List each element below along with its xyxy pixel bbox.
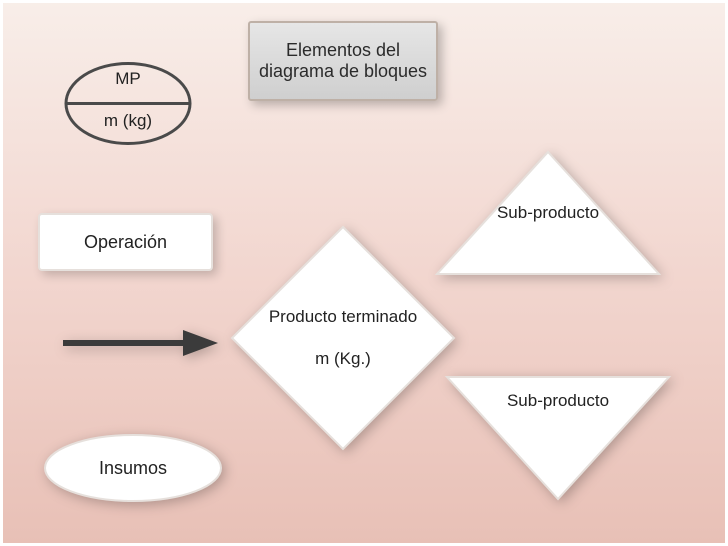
operacion-box: Operación	[38, 213, 213, 271]
insumos-label: Insumos	[43, 433, 223, 503]
producto-diamond: Producto terminado m (Kg.)	[228, 223, 458, 453]
diamond-line1: Producto terminado	[269, 306, 417, 328]
subproducto-triangle-down: Sub-producto	[443, 373, 673, 503]
insumos-ellipse: Insumos	[43, 433, 223, 503]
diamond-line2: m (Kg.)	[315, 348, 371, 370]
triangle-down-label: Sub-producto	[443, 391, 673, 411]
title-box: Elementos del diagrama de bloques	[248, 21, 438, 101]
mp-ellipse: MP m (kg)	[63, 61, 193, 146]
subproducto-triangle-up: Sub-producto	[433, 148, 663, 278]
mp-bottom-label: m (kg)	[63, 111, 193, 131]
title-text: Elementos del diagrama de bloques	[256, 40, 430, 82]
mp-top-label: MP	[63, 69, 193, 89]
triangle-up-label: Sub-producto	[433, 203, 663, 223]
operacion-label: Operación	[84, 232, 167, 253]
arrow-right-icon	[58, 328, 218, 358]
